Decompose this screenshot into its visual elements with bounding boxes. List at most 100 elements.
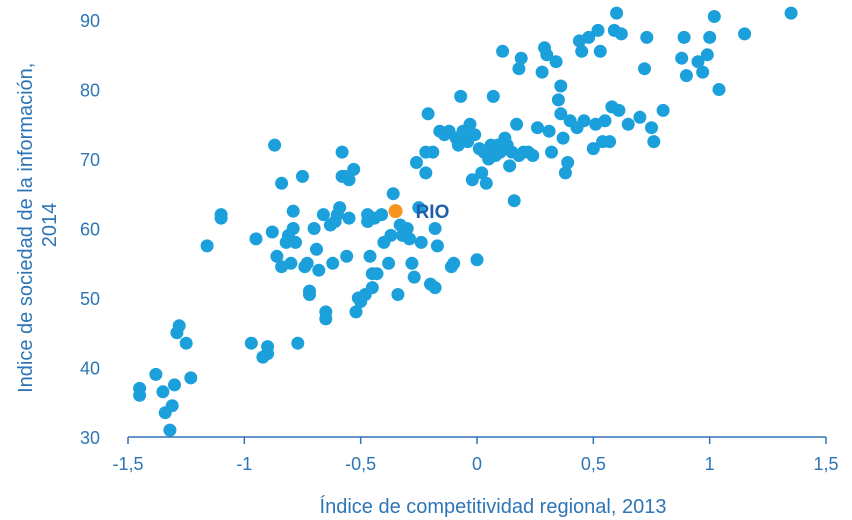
data-point [463,117,477,131]
data-point [365,281,379,295]
data-point [514,51,528,65]
data-point [638,62,651,76]
data-point [426,145,440,159]
data-point [554,79,568,93]
y-tick-label: 30 [80,428,100,448]
highlight-label-rio: RIO [416,202,450,223]
data-point [612,103,626,117]
data-point [149,367,163,381]
y-tick-label: 50 [80,289,100,309]
y-tick-label: 70 [80,150,100,170]
y-axis-title: Indice de sociedad de la información, 20… [15,57,61,393]
data-point [275,176,289,190]
data-point [512,62,526,76]
data-point [419,166,433,180]
data-point [335,145,349,159]
data-point [531,121,544,135]
data-point [540,48,554,62]
data-point [640,30,654,44]
data-point [200,239,214,253]
data-point [382,256,396,270]
x-tick-label: -1,5 [112,454,143,474]
y-axis-title-line1: Indice de sociedad de la información, [15,63,37,393]
data-point [268,138,282,152]
data-point [307,222,321,235]
data-point [577,114,591,128]
data-point [591,23,605,37]
y-tick-label: 90 [80,11,100,31]
data-point [447,256,461,270]
data-point [558,166,572,180]
x-tick-label: -0,5 [345,454,376,474]
data-point [384,228,398,242]
points-layer [133,6,798,437]
data-point [405,256,419,270]
data-point [412,201,426,215]
data-point [677,30,691,44]
data-point [645,121,658,135]
data-point [675,51,689,65]
data-point [542,124,556,138]
data-point [610,6,624,20]
data-point [621,117,635,131]
data-point [400,222,414,235]
data-point [712,83,726,96]
data-point [586,142,600,156]
data-point [428,222,442,235]
data-point [614,27,628,41]
data-point [349,305,363,319]
x-tick-label: 0,5 [581,454,606,474]
data-point [703,30,717,44]
data-point [633,110,647,124]
data-point [545,145,558,159]
data-point [347,162,361,176]
data-point [479,176,493,190]
data-point [312,263,326,277]
data-point [421,107,435,121]
data-point [454,89,468,103]
data-point [551,93,565,107]
data-point [700,48,714,62]
data-point [375,208,389,222]
data-point [286,204,300,218]
data-point [168,378,181,392]
data-point [507,194,521,208]
data-point [470,253,484,267]
data-point [286,222,300,235]
data-point [410,156,423,169]
data-point [261,347,275,361]
data-point [184,371,198,385]
data-point [554,107,568,121]
data-point [486,89,500,103]
highlight-point-rio [388,204,403,219]
data-point [319,312,333,326]
data-point [370,267,384,281]
data-point [214,208,228,222]
data-point [296,169,309,183]
data-point [249,232,263,246]
y-ticks: 30 40 50 60 70 80 90 [80,11,100,448]
data-point [133,388,147,402]
data-point [172,319,186,333]
data-point [265,225,279,239]
data-point [691,55,705,69]
data-point [342,173,356,187]
data-point [575,44,589,58]
data-point [475,166,489,180]
x-ticks: -1,5 -1 -0,5 0 0,5 1 1,5 [112,437,839,474]
data-point [386,187,400,201]
data-point [156,385,170,399]
data-point [165,399,179,413]
data-point [407,270,421,284]
x-tick-label: 0 [472,454,482,474]
y-tick-label: 80 [80,81,100,101]
data-point [526,149,540,162]
data-point [291,336,305,350]
data-point [696,65,710,79]
data-point [391,288,405,301]
x-tick-label: -1 [236,454,252,474]
x-tick-label: 1,5 [813,454,838,474]
data-point [340,249,354,263]
data-point [556,131,570,145]
